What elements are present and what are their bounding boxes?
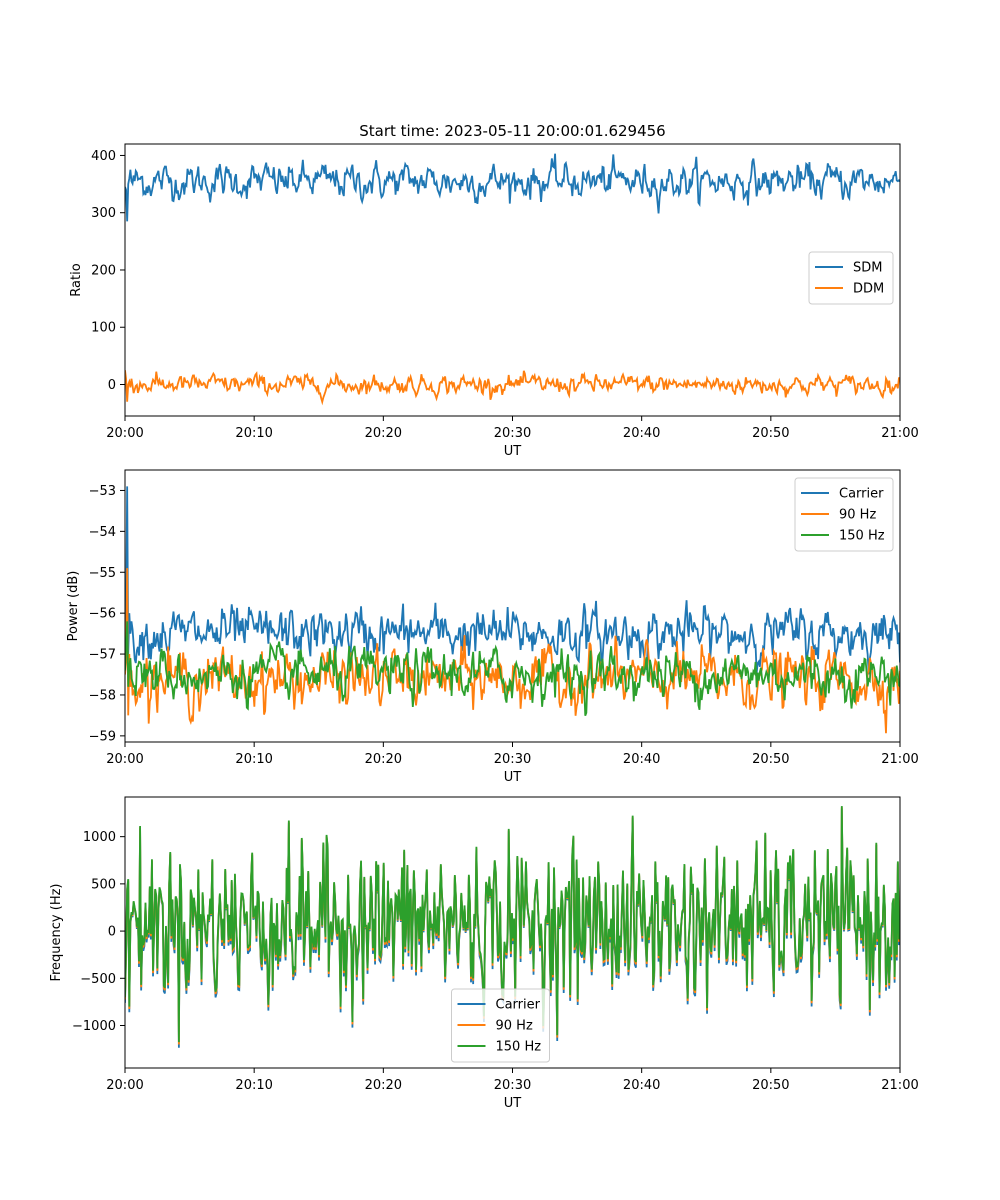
legend-label: 150 Hz: [839, 529, 885, 544]
legend-label: SDM: [853, 261, 882, 276]
y-tick-label: −54: [89, 525, 116, 540]
x-tick-label: 20:30: [494, 752, 531, 767]
x-tick-label: 20:10: [235, 752, 272, 767]
x-tick-label: 20:40: [623, 752, 660, 767]
x-tick-label: 20:30: [494, 426, 531, 441]
x-tick-label: 20:40: [623, 1078, 660, 1093]
x-tick-label: 20:20: [365, 752, 402, 767]
y-tick-label: 200: [91, 263, 116, 278]
y-tick-label: −500: [80, 972, 116, 987]
x-tick-label: 20:40: [623, 426, 660, 441]
legend-label: Carrier: [839, 487, 884, 502]
x-axis-label: UT: [504, 444, 522, 459]
legend-box: [451, 988, 550, 1063]
series-line-carrier: [125, 486, 900, 675]
chart-panel-2: 20:00 20:10 20:20 20:30 20:40 20:50 21:00 −59 −5…: [66, 469, 919, 785]
chart-title: Start time: 2023-05-11 20:00:01.629456: [359, 122, 665, 140]
x-tick-label: 21:00: [881, 426, 918, 441]
legend-box: [808, 251, 894, 305]
chart-panel-1: 20:00 20:10 20:20 20:30 20:40 20:50 21:00 0 100 2…: [69, 143, 919, 459]
x-tick-label: 20:30: [494, 1078, 531, 1093]
x-tick-label: 20:00: [106, 752, 143, 767]
series-line-150-hz: [125, 621, 900, 717]
y-tick-label: −56: [89, 607, 116, 622]
x-tick-label: 20:50: [752, 426, 789, 441]
series-line-90-hz: [125, 568, 900, 734]
x-tick-label: 20:10: [235, 1078, 272, 1093]
chart-panel-3: 20:00 20:10 20:20 20:30 20:40 20:50 21:00 −1000…: [49, 796, 919, 1111]
x-tick-label: 20:20: [365, 426, 402, 441]
x-axis-label: UT: [504, 1096, 522, 1111]
x-tick-label: 20:20: [365, 1078, 402, 1093]
legend: Carrier 90 Hz 150 Hz: [451, 988, 550, 1063]
x-tick-label: 20:50: [752, 752, 789, 767]
x-tick-label: 20:00: [106, 1078, 143, 1093]
y-tick-label: −59: [89, 729, 116, 744]
y-axis-label: Power (dB): [66, 571, 81, 642]
y-tick-label: −53: [89, 484, 116, 499]
legend: SDM DDM: [808, 251, 894, 305]
y-axis-label: Frequency (Hz): [49, 883, 64, 981]
y-tick-label: 0: [108, 378, 116, 393]
legend-label: 90 Hz: [496, 1019, 533, 1034]
legend-label: DDM: [853, 282, 884, 297]
y-axis-label: Ratio: [69, 263, 84, 296]
x-tick-label: 21:00: [881, 1078, 918, 1093]
series-line-sdm: [125, 153, 900, 222]
y-tick-label: 500: [91, 877, 116, 892]
legend-label: 150 Hz: [496, 1040, 542, 1055]
y-tick-label: −55: [89, 566, 116, 581]
y-tick-label: 1000: [83, 830, 116, 845]
y-tick-label: 400: [91, 149, 116, 164]
y-tick-label: −1000: [72, 1019, 116, 1034]
y-tick-label: −57: [89, 648, 116, 663]
y-tick-label: 0: [108, 925, 116, 940]
x-tick-label: 20:50: [752, 1078, 789, 1093]
legend-box: [794, 477, 894, 552]
x-tick-label: 20:00: [106, 426, 143, 441]
legend-label: Carrier: [496, 998, 541, 1013]
legend-label: 90 Hz: [839, 508, 876, 523]
x-axis-label: UT: [504, 770, 522, 785]
legend: Carrier 90 Hz 150 Hz: [794, 477, 894, 552]
y-tick-label: −58: [89, 688, 116, 703]
x-tick-label: 21:00: [881, 752, 918, 767]
panels: 20:00 20:10 20:20 20:30 20:40 20:50 21:00 0 100 2…: [49, 143, 919, 1111]
y-tick-label: 300: [91, 206, 116, 221]
x-tick-label: 20:10: [235, 426, 272, 441]
y-tick-label: 100: [91, 321, 116, 336]
series-line-150-hz: [125, 806, 900, 1043]
series-line-ddm: [125, 370, 900, 406]
